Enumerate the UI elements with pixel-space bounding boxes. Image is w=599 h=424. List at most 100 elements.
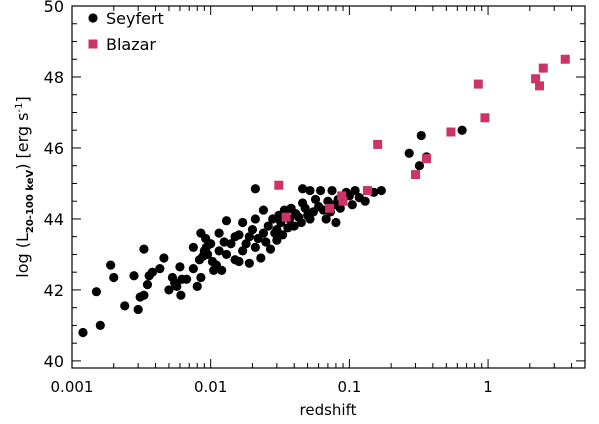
x-tick-label: 1 [483,378,493,396]
seyfert-point [139,290,149,300]
seyfert-point [289,221,299,231]
x-axis-label: redshift [300,401,357,419]
seyfert-point [196,272,206,283]
seyfert-point [296,217,306,228]
seyfert-point [261,237,271,247]
seyfert-point [129,271,139,281]
seyfert-point [176,290,186,300]
legend-label: Seyfert [106,9,164,28]
seyfert-point [414,161,425,171]
seyfert-point [457,125,467,135]
seyfert-point [331,217,341,228]
blazar-point [560,54,570,64]
blazar-point [446,127,456,137]
seyfert-point [214,246,224,256]
seyfert-point [181,274,192,284]
seyfert-point [300,203,310,213]
seyfert-point [139,244,149,254]
seyfert-point [188,264,198,274]
svg-text:log (L20-100 keV) [erg s-1]: log (L20-100 keV) [erg s-1] [13,96,36,278]
seyfert-point [244,232,254,242]
axis-ticks [71,5,586,368]
seyfert-point [258,205,269,215]
blazar-point [473,79,483,89]
seyfert-point [298,184,308,194]
blazar-point [362,186,372,196]
x-tick-label: 0.1 [337,378,361,396]
legend-blazar-marker [88,39,98,49]
data-points [78,54,570,338]
seyfert-point [155,264,165,274]
seyfert-point [250,184,260,194]
seyfert-point [305,214,315,224]
seyfert-point [277,230,288,240]
seyfert-point [226,239,236,249]
seyfert-point [188,242,198,252]
seyfert-point [91,287,102,297]
y-tick-label: 44 [44,210,64,229]
seyfert-point [172,281,182,291]
seyfert-point [321,214,331,224]
seyfert-point [95,320,105,331]
seyfert-point [214,228,224,238]
blazar-point [373,139,383,149]
blazar-point [422,154,432,164]
y-axis-label-suffix: ) [erg s [13,112,32,169]
seyfert-point [109,272,119,283]
y-tick-label: 46 [44,139,64,158]
blazar-point [337,191,347,201]
seyfert-point [256,253,266,263]
y-axis-label-superscript: -1 [14,103,25,113]
blazar-point [538,63,548,73]
seyfert-point [258,228,269,238]
seyfert-point [247,224,258,235]
seyfert-point [244,258,254,268]
seyfert-point [78,327,88,338]
seyfert-point [133,304,143,315]
seyfert-point [206,239,216,249]
seyfert-point [159,253,169,263]
seyfert-point [142,279,153,290]
blazar-point [338,196,348,206]
seyfert-point [175,262,185,272]
seyfert-point [238,246,248,256]
plot-frame [71,5,586,369]
seyfert-point [221,249,232,260]
blazar-point [411,170,421,180]
seyfert-point [192,281,202,291]
seyfert-point [238,217,248,228]
seyfert-point [202,249,213,260]
legend-seyfert-marker [88,13,98,23]
y-axis-label-subscript: 20-100 keV [25,170,36,234]
seyfert-point [250,242,260,252]
seyfert-point [120,301,130,311]
seyfert-point [335,203,345,213]
legend-label: Blazar [106,35,156,54]
seyfert-point [234,230,244,240]
seyfert-point [250,214,260,224]
seyfert-point [241,239,251,249]
x-tick-label: 0.001 [51,378,94,396]
seyfert-point [350,185,360,196]
seyfert-point [305,185,315,196]
seyfert-point [106,260,116,270]
seyfert-point [217,265,227,276]
blazar-point [274,180,284,190]
seyfert-point [404,148,414,158]
seyfert-point [347,200,357,210]
y-tick-label: 48 [44,68,64,87]
seyfert-point [310,194,321,205]
seyfert-point [221,216,232,226]
seyfert-point [416,130,426,141]
seyfert-point [360,196,370,206]
blazar-point [480,113,490,123]
y-axis-label-prefix: log (L [13,233,32,278]
blazar-point [325,203,335,213]
x-tick-label: 0.01 [194,378,227,396]
y-axis-label-close: ] [13,96,32,102]
seyfert-point [327,185,337,196]
y-tick-label: 50 [44,0,64,16]
seyfert-point [147,267,158,277]
y-tick-label: 40 [44,352,64,371]
blazar-point [535,81,545,91]
